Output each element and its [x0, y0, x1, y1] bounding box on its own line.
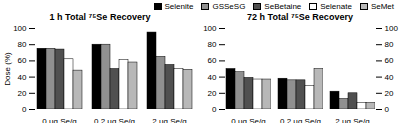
html-text:Selenate: Selenate	[320, 1, 352, 11]
html-text:SeMet: SeMet	[370, 1, 394, 11]
svg-text:Dose (%): Dose (%)	[3, 52, 12, 86]
svg-text:100: 100	[203, 24, 217, 33]
svg-text:100: 100	[385, 24, 399, 33]
svg-text:20: 20	[18, 89, 27, 98]
svg-text:40: 40	[385, 73, 394, 82]
svg-text:80: 80	[385, 40, 394, 49]
svg-text:100: 100	[13, 24, 27, 33]
svg-text:0 μg Se/g: 0 μg Se/g	[42, 117, 76, 123]
svg-text:2 μg Se/g: 2 μg Se/g	[152, 117, 186, 123]
svg-text:0: 0	[212, 105, 217, 114]
html-text:Selenite: Selenite	[164, 1, 194, 11]
svg-text:0: 0	[22, 105, 27, 114]
svg-text:40: 40	[18, 73, 27, 82]
html-text:GSSeSG: GSSeSG	[212, 1, 246, 11]
svg-text:40: 40	[208, 73, 217, 82]
svg-text:20: 20	[208, 89, 217, 98]
svg-text:0.2 μg Se/g: 0.2 μg Se/g	[280, 117, 321, 123]
svg-text:80: 80	[18, 40, 27, 49]
svg-text:20: 20	[385, 89, 394, 98]
svg-text:60: 60	[208, 56, 217, 65]
html-text:72 h Total ⁷⁵Se Recovery: 72 h Total ⁷⁵Se Recovery	[247, 12, 353, 22]
svg-text:2 μg Se/g: 2 μg Se/g	[335, 117, 369, 123]
svg-text:0: 0	[385, 105, 390, 114]
html-text:SeBetaine: SeBetaine	[264, 1, 302, 11]
svg-text:60: 60	[385, 56, 394, 65]
svg-text:60: 60	[18, 56, 27, 65]
svg-text:0.2 μg Se/g: 0.2 μg Se/g	[94, 117, 135, 123]
html-text:1 h Total ⁷⁵Se Recovery: 1 h Total ⁷⁵Se Recovery	[49, 12, 151, 22]
svg-text:0 μg Se/g: 0 μg Se/g	[231, 117, 265, 123]
svg-text:80: 80	[208, 40, 217, 49]
